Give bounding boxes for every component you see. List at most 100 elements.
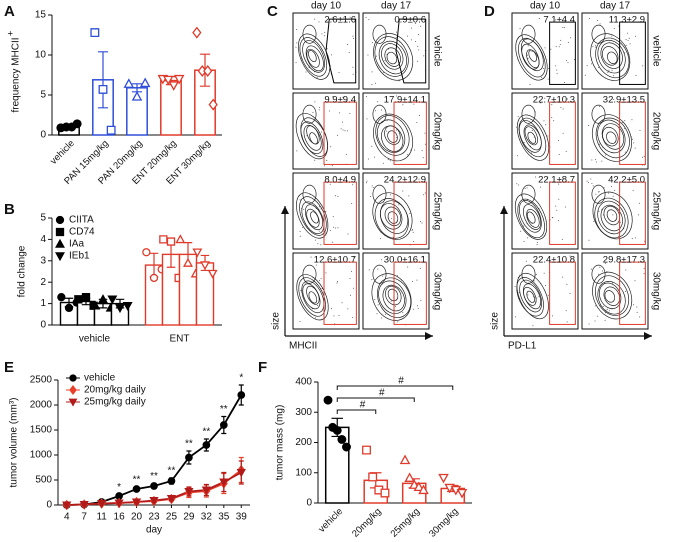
contour-plot-frame	[511, 92, 579, 170]
data-point	[413, 481, 425, 492]
contour	[518, 117, 547, 158]
row-label: vehicle	[650, 35, 661, 67]
contour	[597, 200, 626, 235]
gate-percentage: 32.9±13.5	[603, 95, 645, 106]
data-point	[404, 472, 415, 482]
event-dot	[424, 143, 426, 145]
data-point	[115, 304, 125, 314]
event-dot	[338, 314, 340, 316]
event-dot	[353, 256, 355, 258]
event-dot	[348, 52, 350, 54]
event-dot	[543, 120, 545, 122]
event-dot	[377, 268, 379, 270]
event-dot	[562, 108, 564, 110]
data-point	[332, 425, 342, 435]
event-dot	[588, 182, 590, 184]
event-dot	[402, 311, 404, 313]
event-dot	[409, 212, 411, 214]
y-tick-label: 1000	[30, 450, 53, 461]
y-tick-label: 4	[40, 234, 46, 245]
contour	[594, 197, 629, 239]
data-point	[132, 485, 141, 493]
event-dot	[296, 29, 298, 31]
event-dot	[418, 178, 420, 180]
contour	[382, 284, 405, 312]
x-tick-label: 25	[166, 512, 178, 523]
event-dot	[555, 19, 557, 21]
x-tick-label: 11	[96, 512, 107, 523]
data-point	[175, 234, 186, 244]
event-dot	[392, 237, 394, 239]
event-dot	[624, 151, 626, 153]
contour	[518, 200, 542, 233]
y-axis-label: frequency MHCII	[11, 37, 22, 112]
gate-percentage: 8.0±4.9	[324, 175, 356, 186]
contour	[372, 184, 387, 204]
significance-label: **	[150, 471, 158, 482]
event-dot	[410, 27, 412, 29]
event-dot	[341, 121, 343, 123]
data-point	[380, 488, 390, 498]
y-axis-label-superscript: +	[6, 30, 17, 36]
contour-plot-frame	[581, 92, 649, 170]
event-dot	[352, 73, 354, 75]
event-dot	[602, 305, 604, 307]
event-dot	[538, 295, 540, 297]
event-dot	[374, 298, 376, 300]
event-dot	[536, 273, 538, 275]
gate-percentage: 24.2±12.9	[384, 175, 426, 186]
gate	[325, 18, 357, 84]
data-point	[167, 477, 176, 485]
contour	[384, 125, 401, 145]
contour	[600, 42, 623, 69]
event-dot	[547, 78, 549, 80]
event-dot	[632, 138, 634, 140]
data-point	[142, 248, 151, 257]
contour	[590, 33, 631, 81]
event-dot	[407, 266, 409, 268]
event-dot	[556, 209, 558, 211]
event-dot	[337, 260, 339, 262]
y-tick-label: 400	[295, 377, 312, 388]
event-dot	[413, 149, 415, 151]
panel-letter: A	[4, 3, 15, 20]
event-dot	[635, 75, 637, 77]
event-dot	[347, 233, 349, 235]
contour	[378, 280, 407, 314]
event-dot	[520, 230, 522, 232]
event-dot	[329, 229, 331, 231]
event-dot	[527, 294, 529, 296]
event-dot	[613, 75, 615, 77]
y-tick-label: 2500	[30, 375, 53, 386]
legend-label: IEb1	[69, 251, 90, 262]
event-dot	[527, 57, 529, 59]
event-dot	[335, 195, 337, 197]
event-dot	[366, 118, 368, 120]
data-point	[97, 499, 107, 509]
event-dot	[402, 104, 404, 106]
event-dot	[558, 46, 560, 48]
event-dot	[607, 71, 609, 73]
event-dot	[299, 321, 301, 323]
event-dot	[334, 227, 336, 229]
event-dot	[632, 190, 634, 192]
event-dot	[543, 272, 545, 274]
event-dot	[624, 127, 626, 129]
data-point	[98, 84, 108, 94]
event-dot	[614, 190, 616, 192]
event-dot	[417, 60, 419, 62]
event-dot	[390, 300, 392, 302]
event-dot	[518, 291, 520, 293]
event-dot	[312, 112, 314, 114]
contour	[384, 47, 401, 67]
event-dot	[340, 128, 342, 130]
event-dot	[396, 31, 398, 33]
event-dot	[550, 48, 552, 50]
data-point	[418, 484, 429, 495]
event-dot	[371, 279, 373, 281]
contour	[592, 191, 633, 240]
event-dot	[584, 74, 586, 76]
event-dot	[643, 267, 645, 269]
event-dot	[594, 320, 596, 322]
